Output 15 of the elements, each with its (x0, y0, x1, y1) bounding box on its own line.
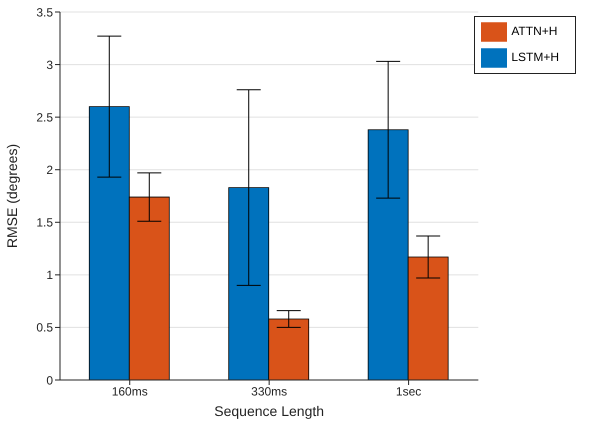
y-tick-label: 1 (46, 268, 54, 282)
x-tick-label: 160ms (112, 384, 148, 399)
x-tick-label: 1sec (396, 384, 422, 399)
x-axis-title: Sequence Length (214, 403, 324, 419)
y-tick-label: 3.5 (36, 5, 54, 20)
y-axis-title: RMSE (degrees) (4, 144, 20, 248)
y-tick-label: 2 (46, 162, 54, 177)
y-tick-label: 2.5 (36, 110, 54, 124)
y-tick-label: 0 (46, 373, 54, 388)
legend-label: ATTN+H (511, 24, 558, 38)
y-tick-label: 0.5 (36, 320, 54, 335)
legend-label: LSTM+H (511, 50, 559, 64)
x-tick-label: 330ms (251, 384, 288, 399)
y-tick-label: 3 (46, 58, 54, 72)
y-tick-label: 1.5 (36, 216, 54, 230)
